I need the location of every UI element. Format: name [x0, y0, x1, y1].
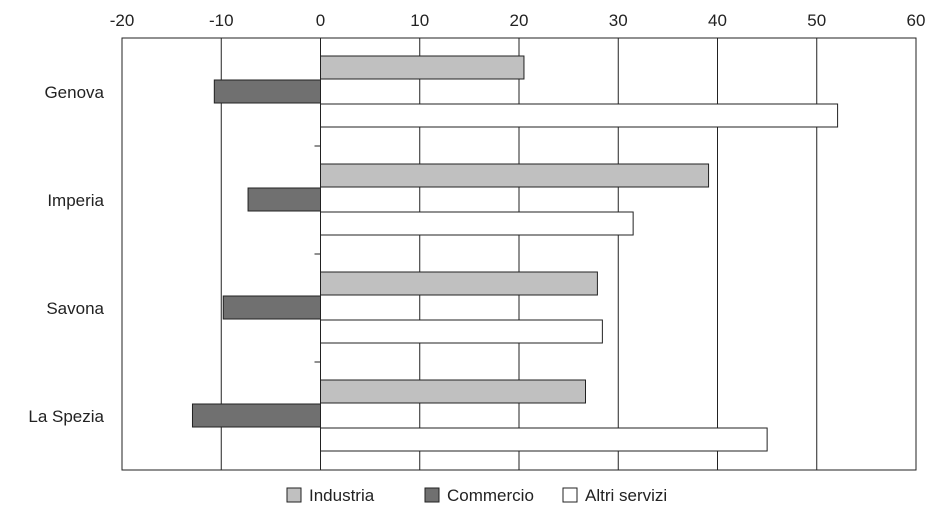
- bar-industria-genova: [320, 55, 525, 80]
- bars: [191, 55, 839, 452]
- category-label-1: Imperia: [47, 191, 104, 210]
- x-tick-label-3: 10: [410, 11, 429, 30]
- x-tick-label-7: 50: [807, 11, 826, 30]
- axes: [121, 37, 917, 471]
- bar-altri-servizi-la-spezia: [320, 427, 768, 452]
- category-label-0: Genova: [44, 83, 104, 102]
- plot-frame: [121, 37, 917, 471]
- legend-label-1: Commercio: [447, 486, 534, 505]
- x-tick-label-6: 40: [708, 11, 727, 30]
- x-tick-label-5: 30: [609, 11, 628, 30]
- bar-commercio-la-spezia: [191, 403, 321, 428]
- bar-altri-servizi-imperia: [320, 211, 634, 236]
- bar-altri-servizi-savona: [320, 319, 603, 344]
- category-label-2: Savona: [46, 299, 104, 318]
- x-tick-label-4: 20: [510, 11, 529, 30]
- bar-commercio-genova: [213, 79, 322, 104]
- bar-commercio-savona: [222, 295, 321, 320]
- legend-label-2: Altri servizi: [585, 486, 667, 505]
- legend-swatch-1: [424, 487, 440, 503]
- bar-altri-servizi-genova: [320, 103, 839, 128]
- legend-swatch-0: [286, 487, 302, 503]
- bar-industria-imperia: [320, 163, 710, 188]
- x-tick-label-8: 60: [907, 11, 925, 30]
- x-tick-label-2: 0: [316, 11, 325, 30]
- x-tick-label-1: -10: [209, 11, 234, 30]
- category-labels: Genova Imperia Savona La Spezia: [28, 83, 104, 426]
- legend-swatch-2: [562, 487, 578, 503]
- legend: Industria Commercio Altri servizi: [286, 486, 667, 505]
- bar-industria-la-spezia: [320, 379, 586, 404]
- bar-commercio-imperia: [247, 187, 321, 212]
- category-label-3: La Spezia: [28, 407, 104, 426]
- x-tick-label-0: -20: [110, 11, 135, 30]
- x-tick-labels: -20 -10 0 10 20 30 40 50 60: [110, 11, 925, 30]
- bar-industria-savona: [320, 271, 598, 296]
- legend-label-0: Industria: [309, 486, 375, 505]
